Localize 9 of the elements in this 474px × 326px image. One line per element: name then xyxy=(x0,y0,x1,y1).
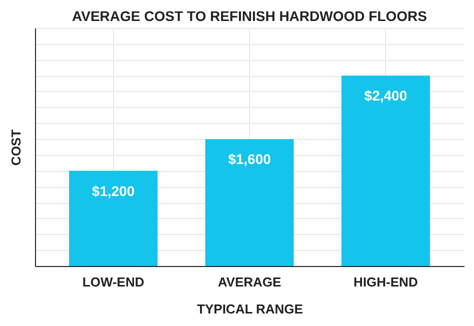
x-tick-label: HIGH-END xyxy=(354,274,418,290)
data-label: $1,200 xyxy=(92,182,135,199)
x-tick-label: AVERAGE xyxy=(218,274,282,290)
y-axis-title: COST xyxy=(8,129,24,166)
data-label: $1,600 xyxy=(228,151,272,168)
data-label: $2,400 xyxy=(364,88,408,104)
x-axis-title: TYPICAL RANGE xyxy=(197,302,304,316)
x-tick-label: LOW-END xyxy=(82,274,144,290)
chart-title: AVERAGE COST TO REFINISH HARDWOOD FLOORS xyxy=(72,8,427,24)
